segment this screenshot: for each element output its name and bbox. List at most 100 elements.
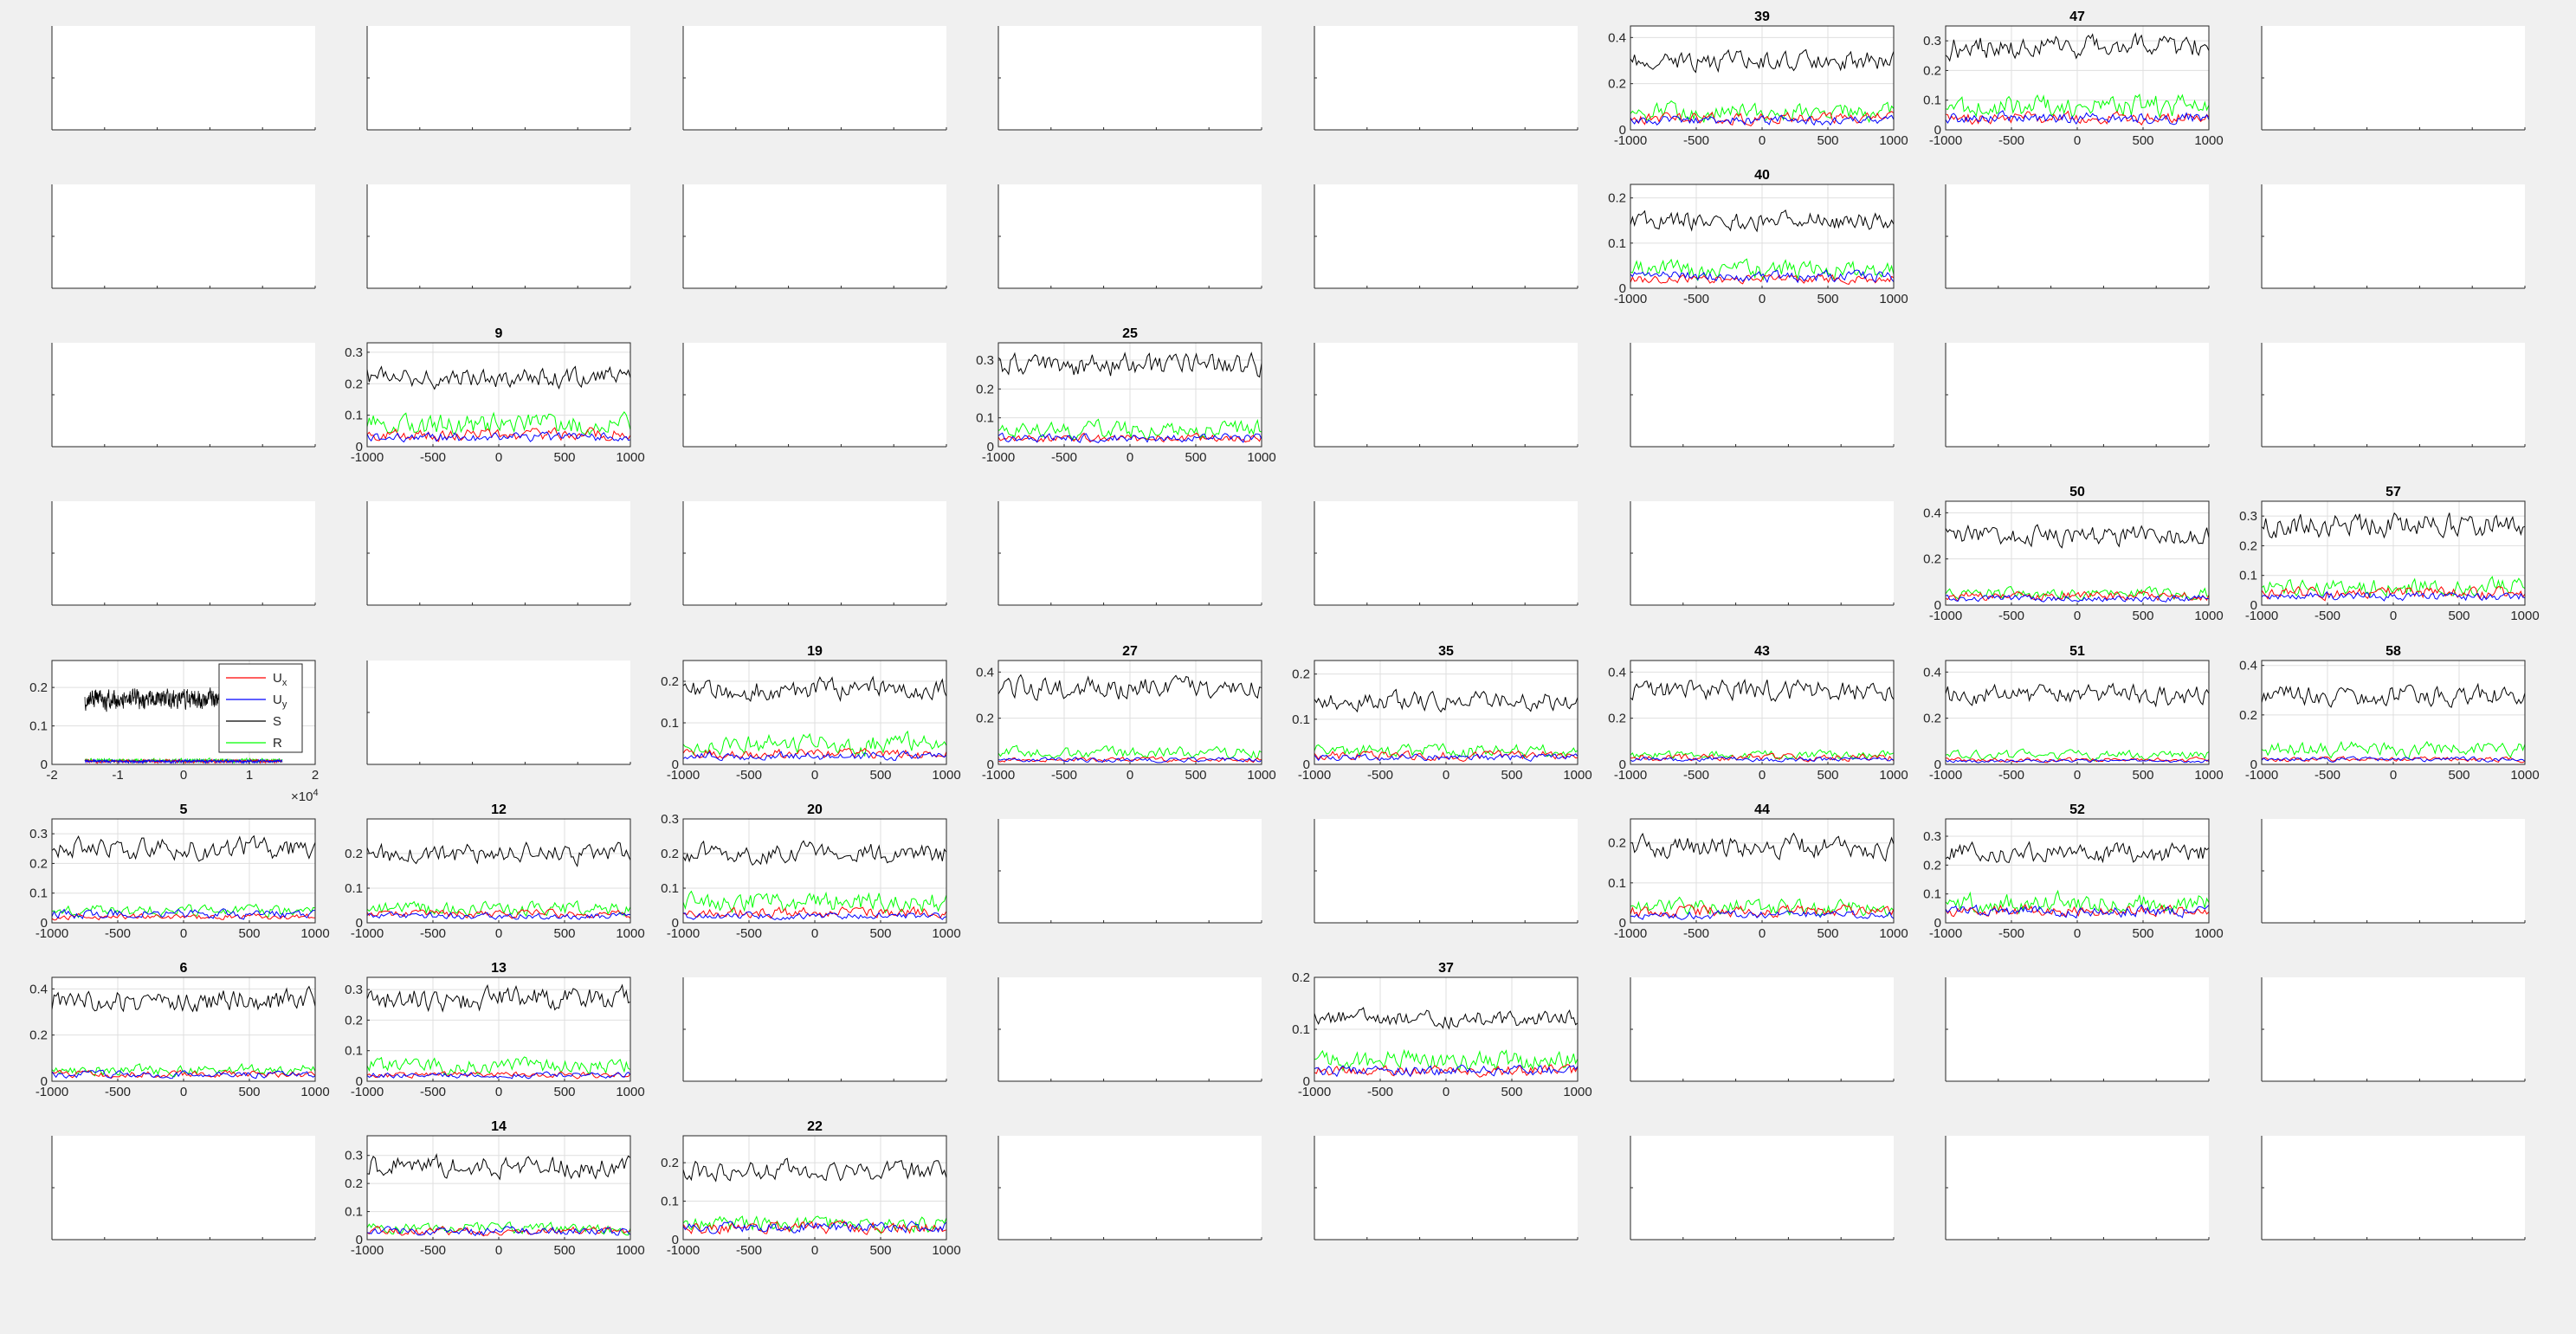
subplot-title: 47 [2069, 10, 2085, 24]
y-tick-label: 0.2 [1923, 858, 1941, 873]
y-tick-label: 0 [1934, 123, 1941, 138]
series-line-ux [1945, 590, 2210, 603]
axes-background [998, 184, 1262, 288]
x-tick-label: -500 [2315, 768, 2340, 783]
axes-background [2262, 184, 2525, 288]
series-line-uy [366, 431, 631, 443]
subplot: -1000 -500 0 500 1000 0 0.2 0.4 6 [29, 961, 330, 1099]
axes-background [2262, 343, 2525, 447]
x-exponent-label: ×104 [291, 788, 319, 804]
x-tick-label: -1000 [351, 1243, 384, 1258]
x-tick-label: 500 [2132, 926, 2153, 941]
series-line-s [1945, 682, 2210, 708]
y-tick-label: 0 [1934, 757, 1941, 772]
y-tick-label: 0.2 [1923, 552, 1941, 567]
y-tick-label: 0.3 [345, 1149, 363, 1163]
empty-subplot [682, 977, 947, 1082]
x-tick-label: 1000 [2194, 609, 2223, 623]
y-tick-label: 0.1 [1292, 1022, 1310, 1037]
x-tick-label: -1000 [2245, 609, 2278, 623]
y-tick-label: 0 [1934, 916, 1941, 931]
x-tick-label: -500 [1051, 450, 1077, 465]
subplot: -1000 -500 0 500 1000 0 0.2 0.4 50 [1923, 485, 2224, 623]
empty-subplot [1630, 1136, 1895, 1241]
axes-background [52, 26, 315, 130]
series-line-s [1630, 209, 1895, 233]
empty-subplot [1945, 977, 2210, 1082]
y-tick-label: 0.2 [1292, 667, 1310, 682]
series-line-uy [1945, 904, 2210, 919]
y-tick-label: 0.4 [29, 982, 48, 996]
axes-background [998, 501, 1262, 605]
y-tick-label: 0.2 [1923, 63, 1941, 78]
empty-subplot [2261, 184, 2526, 289]
x-tick-label: -500 [1998, 609, 2024, 623]
series-line-ux [682, 1220, 947, 1235]
y-tick-label: 0.3 [29, 827, 48, 841]
x-tick-label: 0 [811, 926, 818, 941]
x-tick-label: 0 [180, 1085, 187, 1099]
empty-subplot [366, 661, 631, 765]
empty-subplot [682, 184, 947, 289]
x-tick-label: -500 [1683, 768, 1709, 783]
x-tick-label: 0 [1759, 926, 1766, 941]
x-tick-label: 500 [869, 926, 891, 941]
axes-background [367, 26, 630, 130]
series-line-uy [51, 1069, 316, 1079]
series-line-s [51, 835, 316, 862]
x-tick-label: -500 [1683, 133, 1709, 148]
x-tick-label: -1000 [1614, 768, 1647, 783]
y-tick-label: 0 [2250, 757, 2257, 772]
y-tick-label: 0.2 [661, 847, 679, 861]
y-tick-label: 0.1 [661, 1195, 679, 1209]
x-tick-label: 0 [1443, 1085, 1449, 1099]
x-tick-label: 500 [1185, 768, 1206, 783]
y-tick-label: 0.1 [345, 1044, 363, 1059]
x-tick-label: -1 [112, 768, 123, 783]
subplot: -1000 -500 0 500 1000 0 0.1 0.2 0.3 57 [2239, 485, 2540, 623]
series-line-uy [1314, 753, 1579, 763]
x-tick-label: 0 [811, 1243, 818, 1258]
series-line-s [1314, 1007, 1579, 1030]
series-line-uy [1945, 594, 2210, 603]
empty-subplot [1945, 1136, 2210, 1241]
y-tick-label: 0.2 [661, 674, 679, 689]
x-tick-label: -1000 [1298, 768, 1331, 783]
y-tick-label: 0.3 [2239, 509, 2257, 524]
y-tick-label: 0.2 [976, 712, 994, 726]
x-tick-label: 1000 [1879, 926, 1908, 941]
x-tick-label: -500 [1051, 768, 1077, 783]
axes-background [1630, 501, 1894, 605]
subplot-title: 13 [491, 961, 507, 976]
y-tick-label: 0.2 [29, 1028, 48, 1043]
series-line-r [1630, 100, 1895, 124]
legend-entry: Uy [273, 693, 287, 710]
x-tick-label: -500 [1998, 768, 2024, 783]
x-tick-label: 500 [553, 450, 575, 465]
x-tick-label: 0 [2074, 609, 2081, 623]
x-tick-label: -500 [736, 768, 762, 783]
y-tick-label: 0.1 [29, 719, 48, 734]
series-line-uy [682, 1221, 947, 1234]
axes-background [1314, 1136, 1578, 1240]
axes-background [683, 26, 946, 130]
y-tick-label: 0 [2250, 598, 2257, 613]
series-line-uy [366, 1071, 631, 1079]
axes-background [998, 819, 1262, 923]
empty-subplot [997, 1136, 1262, 1241]
series-line-r [2261, 740, 2526, 760]
empty-subplot [51, 501, 316, 606]
y-tick-label: 0.3 [1923, 829, 1941, 844]
y-tick-label: 0.2 [1608, 77, 1626, 92]
x-tick-label: 0 [2074, 926, 2081, 941]
series-line-r [1945, 93, 2210, 119]
x-tick-label: 500 [869, 1243, 891, 1258]
x-tick-label: 1000 [1879, 292, 1908, 306]
x-tick-label: -1000 [2245, 768, 2278, 783]
axes-background [683, 977, 946, 1081]
x-tick-label: 1000 [1879, 133, 1908, 148]
y-tick-label: 0.2 [1923, 712, 1941, 726]
x-tick-label: -500 [420, 926, 446, 941]
empty-subplot [1314, 819, 1579, 924]
subplot: -1000 -500 0 500 1000 0 0.1 0.2 0.3 25 [976, 326, 1276, 465]
